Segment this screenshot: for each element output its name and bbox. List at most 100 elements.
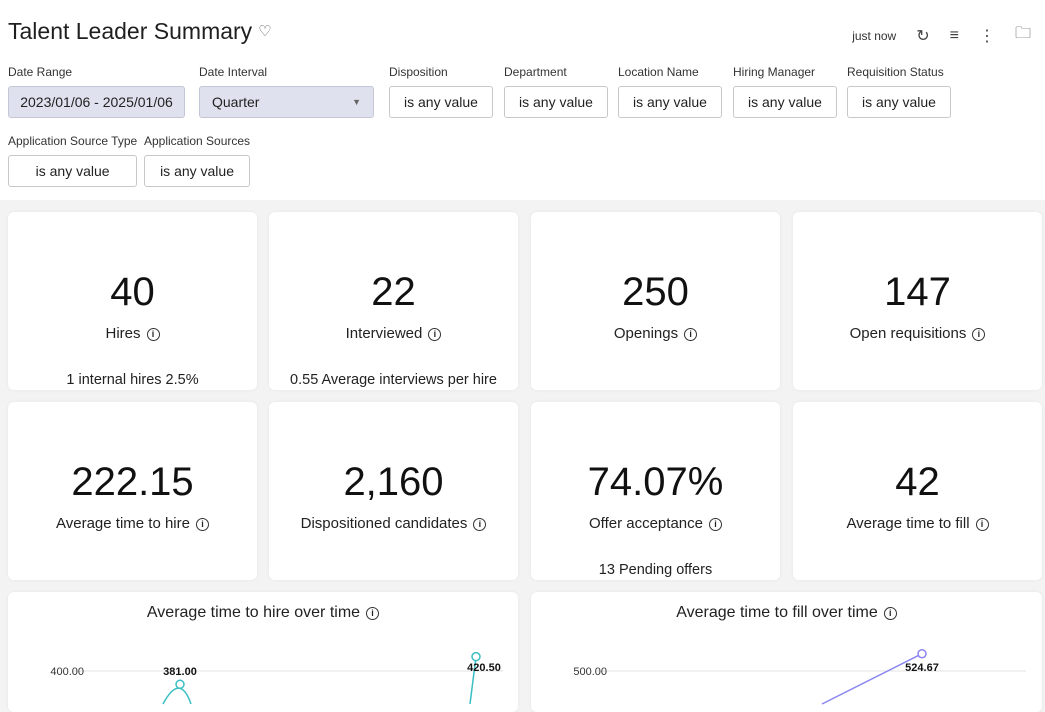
kpi-subtext: 13 Pending offers bbox=[598, 562, 713, 578]
kpi-label: Hires i bbox=[8, 325, 257, 342]
kpi-value: 42 bbox=[895, 460, 940, 504]
kpi-value: 147 bbox=[884, 270, 951, 314]
selected-value: Quarter bbox=[212, 94, 260, 110]
info-icon[interactable]: i bbox=[975, 518, 989, 531]
filter-date-interval: Date Interval Quarter ▼ bbox=[199, 65, 374, 118]
chart-card-time-to-hire: Average time to hire over time i 400.00 38… bbox=[8, 592, 518, 712]
filter-location: Location Name is any value bbox=[618, 65, 722, 118]
date-range-input[interactable]: 2023/01/06 - 2025/01/06 bbox=[8, 86, 185, 118]
folder-icon[interactable]: 🗀 bbox=[1014, 25, 1031, 42]
refresh-icon[interactable]: ↻ bbox=[916, 27, 930, 45]
kpi-label-text: Hires bbox=[105, 325, 141, 342]
page-title: Talent Leader Summary ♡ bbox=[8, 18, 272, 45]
hiring-manager-input[interactable]: is any value bbox=[733, 86, 837, 118]
chart-title: Average time to fill over time i bbox=[531, 604, 1042, 622]
filter-department: Department is any value bbox=[504, 65, 608, 118]
kpi-value: 74.07% bbox=[587, 460, 724, 504]
last-refreshed: just now bbox=[852, 28, 897, 43]
toolbar: just now ↻ ≡ ⋮ 🗀 bbox=[852, 22, 1031, 49]
location-input[interactable]: is any value bbox=[618, 86, 722, 118]
kpi-value: 2,160 bbox=[343, 460, 444, 504]
filter-label: Hiring Manager bbox=[733, 65, 816, 79]
kpi-tile[interactable]: 74.07% Offer acceptance i 13 Pending offe… bbox=[531, 402, 780, 580]
filter-icon[interactable]: ≡ bbox=[949, 26, 959, 44]
info-icon[interactable]: i bbox=[146, 328, 160, 341]
data-point bbox=[175, 679, 185, 690]
chart-time-to-hire: 400.00 381.00 420.50 bbox=[50, 651, 503, 705]
dropdown-caret-icon: ▼ bbox=[352, 97, 361, 107]
kpi-label: Open requisitions i bbox=[793, 325, 1042, 342]
more-options-icon[interactable]: ⋮ bbox=[978, 27, 995, 45]
kpi-tile[interactable]: 147 Open requisitions i bbox=[793, 212, 1042, 390]
kpi-label-text: Interviewed bbox=[345, 325, 423, 342]
application-sources-input[interactable]: is any value bbox=[144, 155, 251, 187]
filter-hiring-manager: Hiring Manager is any value bbox=[733, 65, 837, 118]
kpi-label-text: Average time to hire bbox=[56, 515, 190, 532]
info-icon[interactable]: i bbox=[883, 607, 897, 620]
chart-title: Average time to hire over time i bbox=[8, 604, 518, 622]
info-icon[interactable]: i bbox=[684, 328, 698, 341]
chart-time-to-fill: 500.00 524.67 bbox=[573, 648, 1026, 705]
kpi-label: Openings i bbox=[531, 325, 780, 342]
kpi-subtext: 1 internal hires 2.5% bbox=[66, 372, 199, 388]
kpi-label: Average time to fill i bbox=[793, 515, 1042, 532]
data-point bbox=[471, 651, 481, 662]
kpi-label: Average time to hire i bbox=[8, 515, 257, 532]
application-source-type-input[interactable]: is any value bbox=[8, 155, 138, 187]
filter-date-range: Date Range 2023/01/06 - 2025/01/06 bbox=[8, 65, 185, 118]
filter-application-sources: Application Sources is any value bbox=[144, 134, 251, 187]
filter-label: Department bbox=[504, 65, 567, 79]
filter-label: Date Interval bbox=[199, 65, 268, 79]
filter-requisition-status: Requisition Status is any value bbox=[847, 65, 951, 118]
kpi-tile[interactable]: 222.15 Average time to hire i bbox=[8, 402, 257, 580]
kpi-value: 250 bbox=[622, 270, 689, 314]
data-point bbox=[917, 648, 927, 659]
series-line bbox=[162, 687, 192, 705]
filter-label: Date Range bbox=[8, 65, 73, 79]
info-icon[interactable]: i bbox=[972, 328, 986, 341]
kpi-label: Interviewed i bbox=[269, 325, 518, 342]
filter-label: Application Source Type bbox=[8, 134, 138, 148]
kpi-value: 22 bbox=[371, 270, 416, 314]
heart-icon[interactable]: ♡ bbox=[258, 23, 272, 40]
kpi-tile[interactable]: 22 Interviewed i 0.55 Average interviews … bbox=[269, 212, 518, 390]
kpi-tile[interactable]: 250 Openings i bbox=[531, 212, 780, 390]
data-label: 381.00 bbox=[163, 666, 197, 678]
kpi-value: 40 bbox=[110, 270, 155, 314]
kpi-label-text: Openings bbox=[613, 325, 679, 342]
chart-title-text: Average time to fill over time bbox=[676, 604, 878, 621]
filter-label: Location Name bbox=[618, 65, 699, 79]
date-interval-select[interactable]: Quarter ▼ bbox=[199, 86, 374, 118]
chart-card-time-to-fill: Average time to fill over time i 500.00 52… bbox=[531, 592, 1042, 712]
info-icon[interactable]: i bbox=[708, 518, 722, 531]
info-icon[interactable]: i bbox=[428, 328, 442, 341]
kpi-tile[interactable]: 42 Average time to fill i bbox=[793, 402, 1042, 580]
filter-label: Disposition bbox=[389, 65, 448, 79]
info-icon[interactable]: i bbox=[195, 518, 209, 531]
department-input[interactable]: is any value bbox=[504, 86, 608, 118]
chart-title-text: Average time to hire over time bbox=[146, 604, 361, 621]
filter-application-source-type: Application Source Type is any value bbox=[8, 134, 138, 187]
kpi-tile[interactable]: 40 Hires i 1 internal hires 2.5% bbox=[8, 212, 257, 390]
kpi-tile[interactable]: 2,160 Dispositioned candidates i bbox=[269, 402, 518, 580]
info-icon[interactable]: i bbox=[366, 607, 380, 620]
kpi-label: Offer acceptance i bbox=[531, 515, 780, 532]
kpi-label-text: Average time to fill bbox=[846, 515, 970, 532]
filter-label: Application Sources bbox=[144, 134, 251, 148]
kpi-subtext: 0.55 Average interviews per hire bbox=[290, 372, 497, 388]
disposition-input[interactable]: is any value bbox=[389, 86, 493, 118]
title-text: Talent Leader Summary bbox=[8, 18, 253, 44]
y-tick-label: 400.00 bbox=[50, 666, 84, 678]
requisition-status-input[interactable]: is any value bbox=[847, 86, 951, 118]
info-icon[interactable]: i bbox=[473, 518, 487, 531]
kpi-label-text: Dispositioned candidates bbox=[300, 515, 468, 532]
data-label: 420.50 bbox=[467, 662, 501, 674]
data-label: 524.67 bbox=[905, 662, 939, 674]
series-line bbox=[821, 653, 923, 705]
kpi-value: 222.15 bbox=[71, 460, 194, 504]
y-tick-label: 500.00 bbox=[573, 666, 607, 678]
filter-label: Requisition Status bbox=[847, 65, 944, 79]
filter-disposition: Disposition is any value bbox=[389, 65, 493, 118]
kpi-label-text: Offer acceptance bbox=[589, 515, 703, 532]
kpi-label: Dispositioned candidates i bbox=[269, 515, 518, 532]
